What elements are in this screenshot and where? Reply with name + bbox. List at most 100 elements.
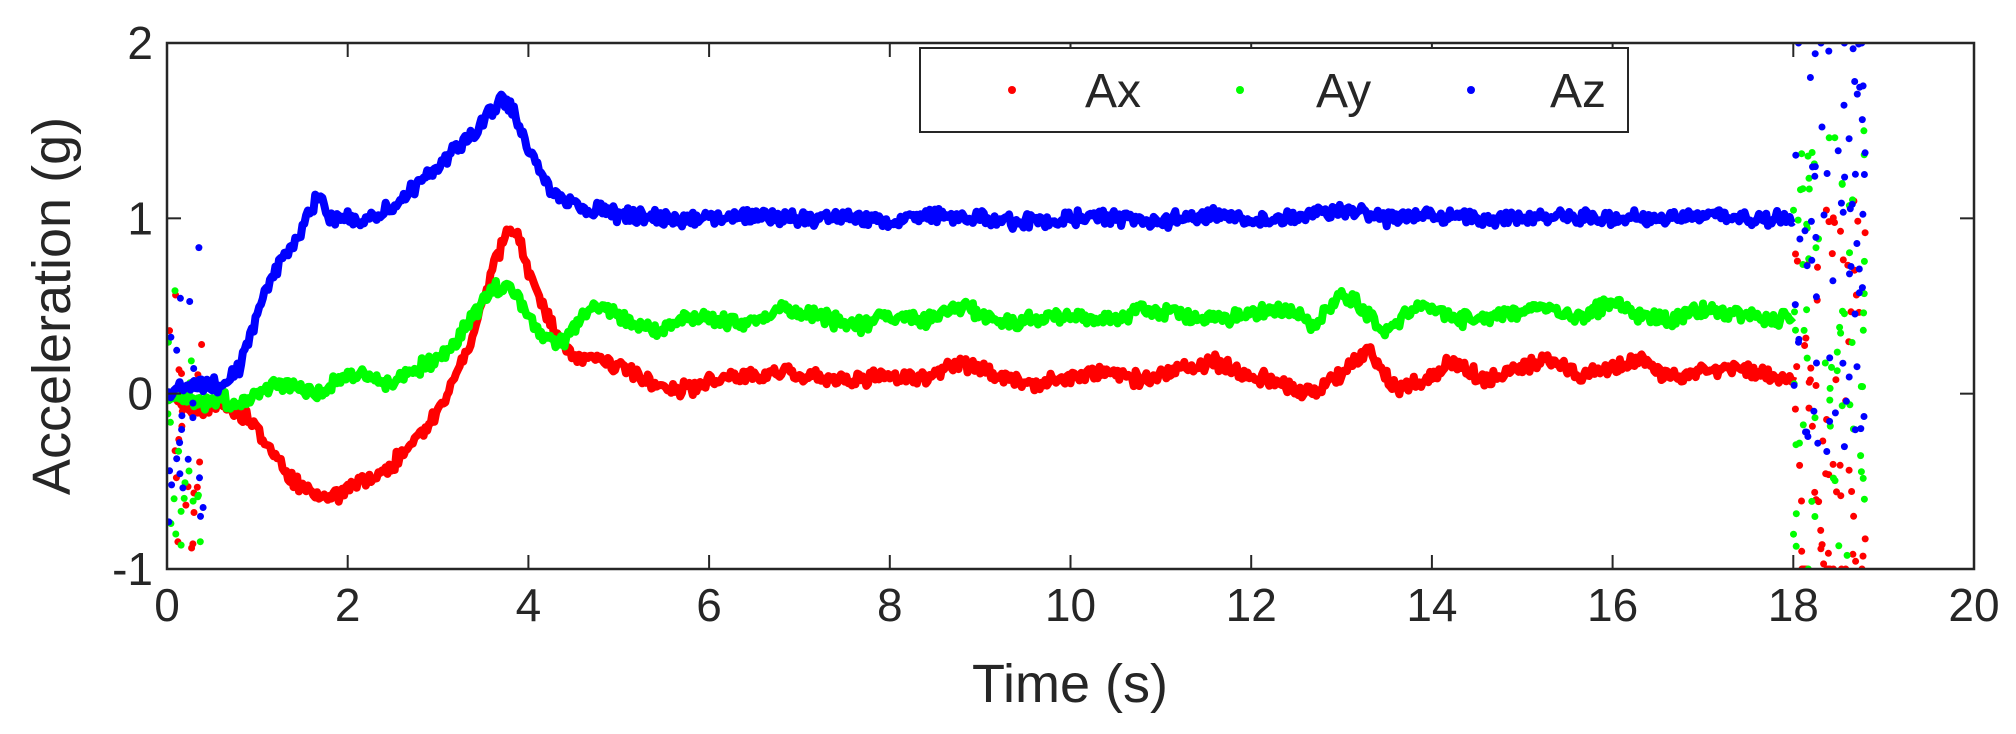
x-tick-label-8: 16	[1587, 579, 1638, 631]
burst-point-impact-ax	[1825, 218, 1833, 226]
burst-point-impact-az	[1845, 373, 1853, 381]
burst-point-impact-ax	[1798, 497, 1805, 505]
burst-point-start-ay	[177, 507, 185, 515]
burst-point-start-az	[197, 512, 204, 520]
burst-point-impact-az	[1826, 354, 1834, 362]
burst-point-impact-ay	[1811, 513, 1819, 520]
burst-point-impact-ay	[1800, 326, 1808, 334]
burst-point-impact-ay	[1826, 396, 1834, 404]
burst-point-impact-ay	[1837, 329, 1845, 337]
burst-point-start-ax	[182, 501, 190, 509]
burst-point-impact-ax	[1850, 512, 1858, 520]
burst-point-impact-ay	[1828, 363, 1835, 371]
burst-point-impact-az	[1811, 172, 1819, 180]
x-tick-label-9: 18	[1768, 579, 1819, 631]
burst-point-impact-ay	[1821, 359, 1829, 367]
burst-point-impact-az	[1839, 208, 1847, 216]
burst-point-impact-ax	[1829, 460, 1837, 468]
burst-point-impact-az	[1796, 235, 1804, 243]
x-tick-label-5: 10	[1045, 579, 1096, 631]
burst-point-impact-ax	[1793, 257, 1801, 265]
burst-point-impact-az	[1792, 151, 1800, 159]
burst-point-impact-ay	[1792, 542, 1800, 550]
burst-point-impact-az	[1837, 199, 1845, 207]
burst-point-impact-az	[1860, 413, 1868, 420]
burst-point-impact-az	[1803, 428, 1811, 436]
burst-point-impact-ax	[1817, 526, 1825, 534]
burst-point-impact-az	[1849, 45, 1857, 53]
burst-point-start-az	[190, 365, 198, 372]
burst-point-start-az	[178, 412, 186, 420]
burst-point-impact-ax	[1859, 552, 1867, 560]
burst-point-impact-ay	[1798, 150, 1806, 158]
series-trace-ax	[167, 225, 1798, 506]
burst-point-impact-ay	[1857, 452, 1865, 460]
burst-point-start-az	[168, 481, 176, 489]
x-tick-label-7: 14	[1406, 579, 1457, 631]
burst-point-impact-ay	[1825, 134, 1833, 142]
x-tick-label-1: 2	[335, 579, 361, 631]
burst-point-start-ay	[167, 418, 174, 426]
burst-point-impact-az	[1790, 381, 1798, 389]
burst-point-impact-az	[1861, 149, 1869, 157]
burst-point-impact-ay	[1835, 542, 1843, 550]
burst-point-impact-ay	[1803, 354, 1811, 362]
burst-point-impact-ay	[1792, 326, 1799, 334]
burst-point-impact-ay	[1831, 134, 1839, 142]
burst-point-start-az	[173, 346, 181, 354]
burst-point-impact-ay	[1840, 310, 1848, 318]
burst-point-impact-az	[1810, 407, 1818, 415]
x-tick-label-0: 0	[154, 579, 180, 631]
burst-point-impact-ay	[1797, 186, 1804, 194]
burst-point-start-ay	[171, 287, 179, 295]
burst-point-impact-az	[1818, 123, 1826, 131]
burst-point-impact-az	[1811, 50, 1819, 58]
burst-point-impact-ay	[1848, 339, 1856, 346]
burst-point-impact-ax	[1828, 250, 1836, 258]
burst-point-impact-az	[1840, 443, 1848, 451]
burst-point-start-ay	[170, 495, 178, 503]
burst-point-impact-ay	[1799, 421, 1807, 429]
burst-point-impact-az	[1823, 448, 1831, 455]
burst-point-start-ay	[194, 491, 202, 499]
burst-point-impact-az	[1801, 227, 1809, 235]
burst-point-impact-az	[1829, 277, 1837, 285]
y-tick-label-1: 0	[127, 368, 153, 420]
burst-point-impact-az	[1841, 173, 1849, 181]
burst-point-impact-ax	[1836, 461, 1844, 469]
burst-point-start-ay	[177, 541, 185, 549]
burst-point-impact-az	[1855, 289, 1863, 297]
burst-point-impact-ay	[1859, 326, 1867, 334]
burst-point-impact-az	[1831, 409, 1839, 417]
burst-point-start-az	[167, 333, 175, 341]
burst-point-impact-az	[1855, 265, 1863, 273]
burst-point-start-ax	[178, 370, 185, 377]
burst-point-start-az	[167, 518, 173, 526]
series-trace-az	[167, 90, 1796, 402]
burst-point-start-az	[180, 385, 188, 393]
burst-point-impact-az	[1826, 417, 1834, 425]
burst-point-impact-ay	[1790, 206, 1797, 214]
burst-point-impact-ay	[1846, 249, 1853, 257]
burst-point-start-az	[179, 484, 187, 492]
burst-point-start-az	[176, 439, 184, 447]
burst-point-start-ax	[189, 540, 197, 548]
burst-point-impact-ay	[1838, 180, 1846, 188]
data-marks	[167, 43, 1869, 569]
burst-point-impact-ay	[1808, 497, 1816, 505]
burst-point-impact-ax	[1824, 549, 1832, 557]
burst-point-start-az	[199, 504, 207, 511]
legend-marker-ay	[1236, 86, 1244, 94]
burst-point-impact-ax	[1845, 466, 1853, 474]
burst-point-start-ay	[172, 530, 180, 538]
burst-point-start-az	[189, 414, 197, 422]
burst-point-impact-ay	[1803, 306, 1811, 314]
burst-point-impact-ay	[1857, 468, 1865, 476]
burst-point-impact-ay	[1829, 474, 1837, 482]
burst-point-impact-az	[1823, 170, 1831, 177]
burst-point-impact-az	[1812, 293, 1820, 301]
burst-point-impact-az	[1860, 171, 1868, 178]
burst-point-impact-az	[1848, 200, 1856, 208]
burst-point-impact-az	[1845, 135, 1853, 143]
